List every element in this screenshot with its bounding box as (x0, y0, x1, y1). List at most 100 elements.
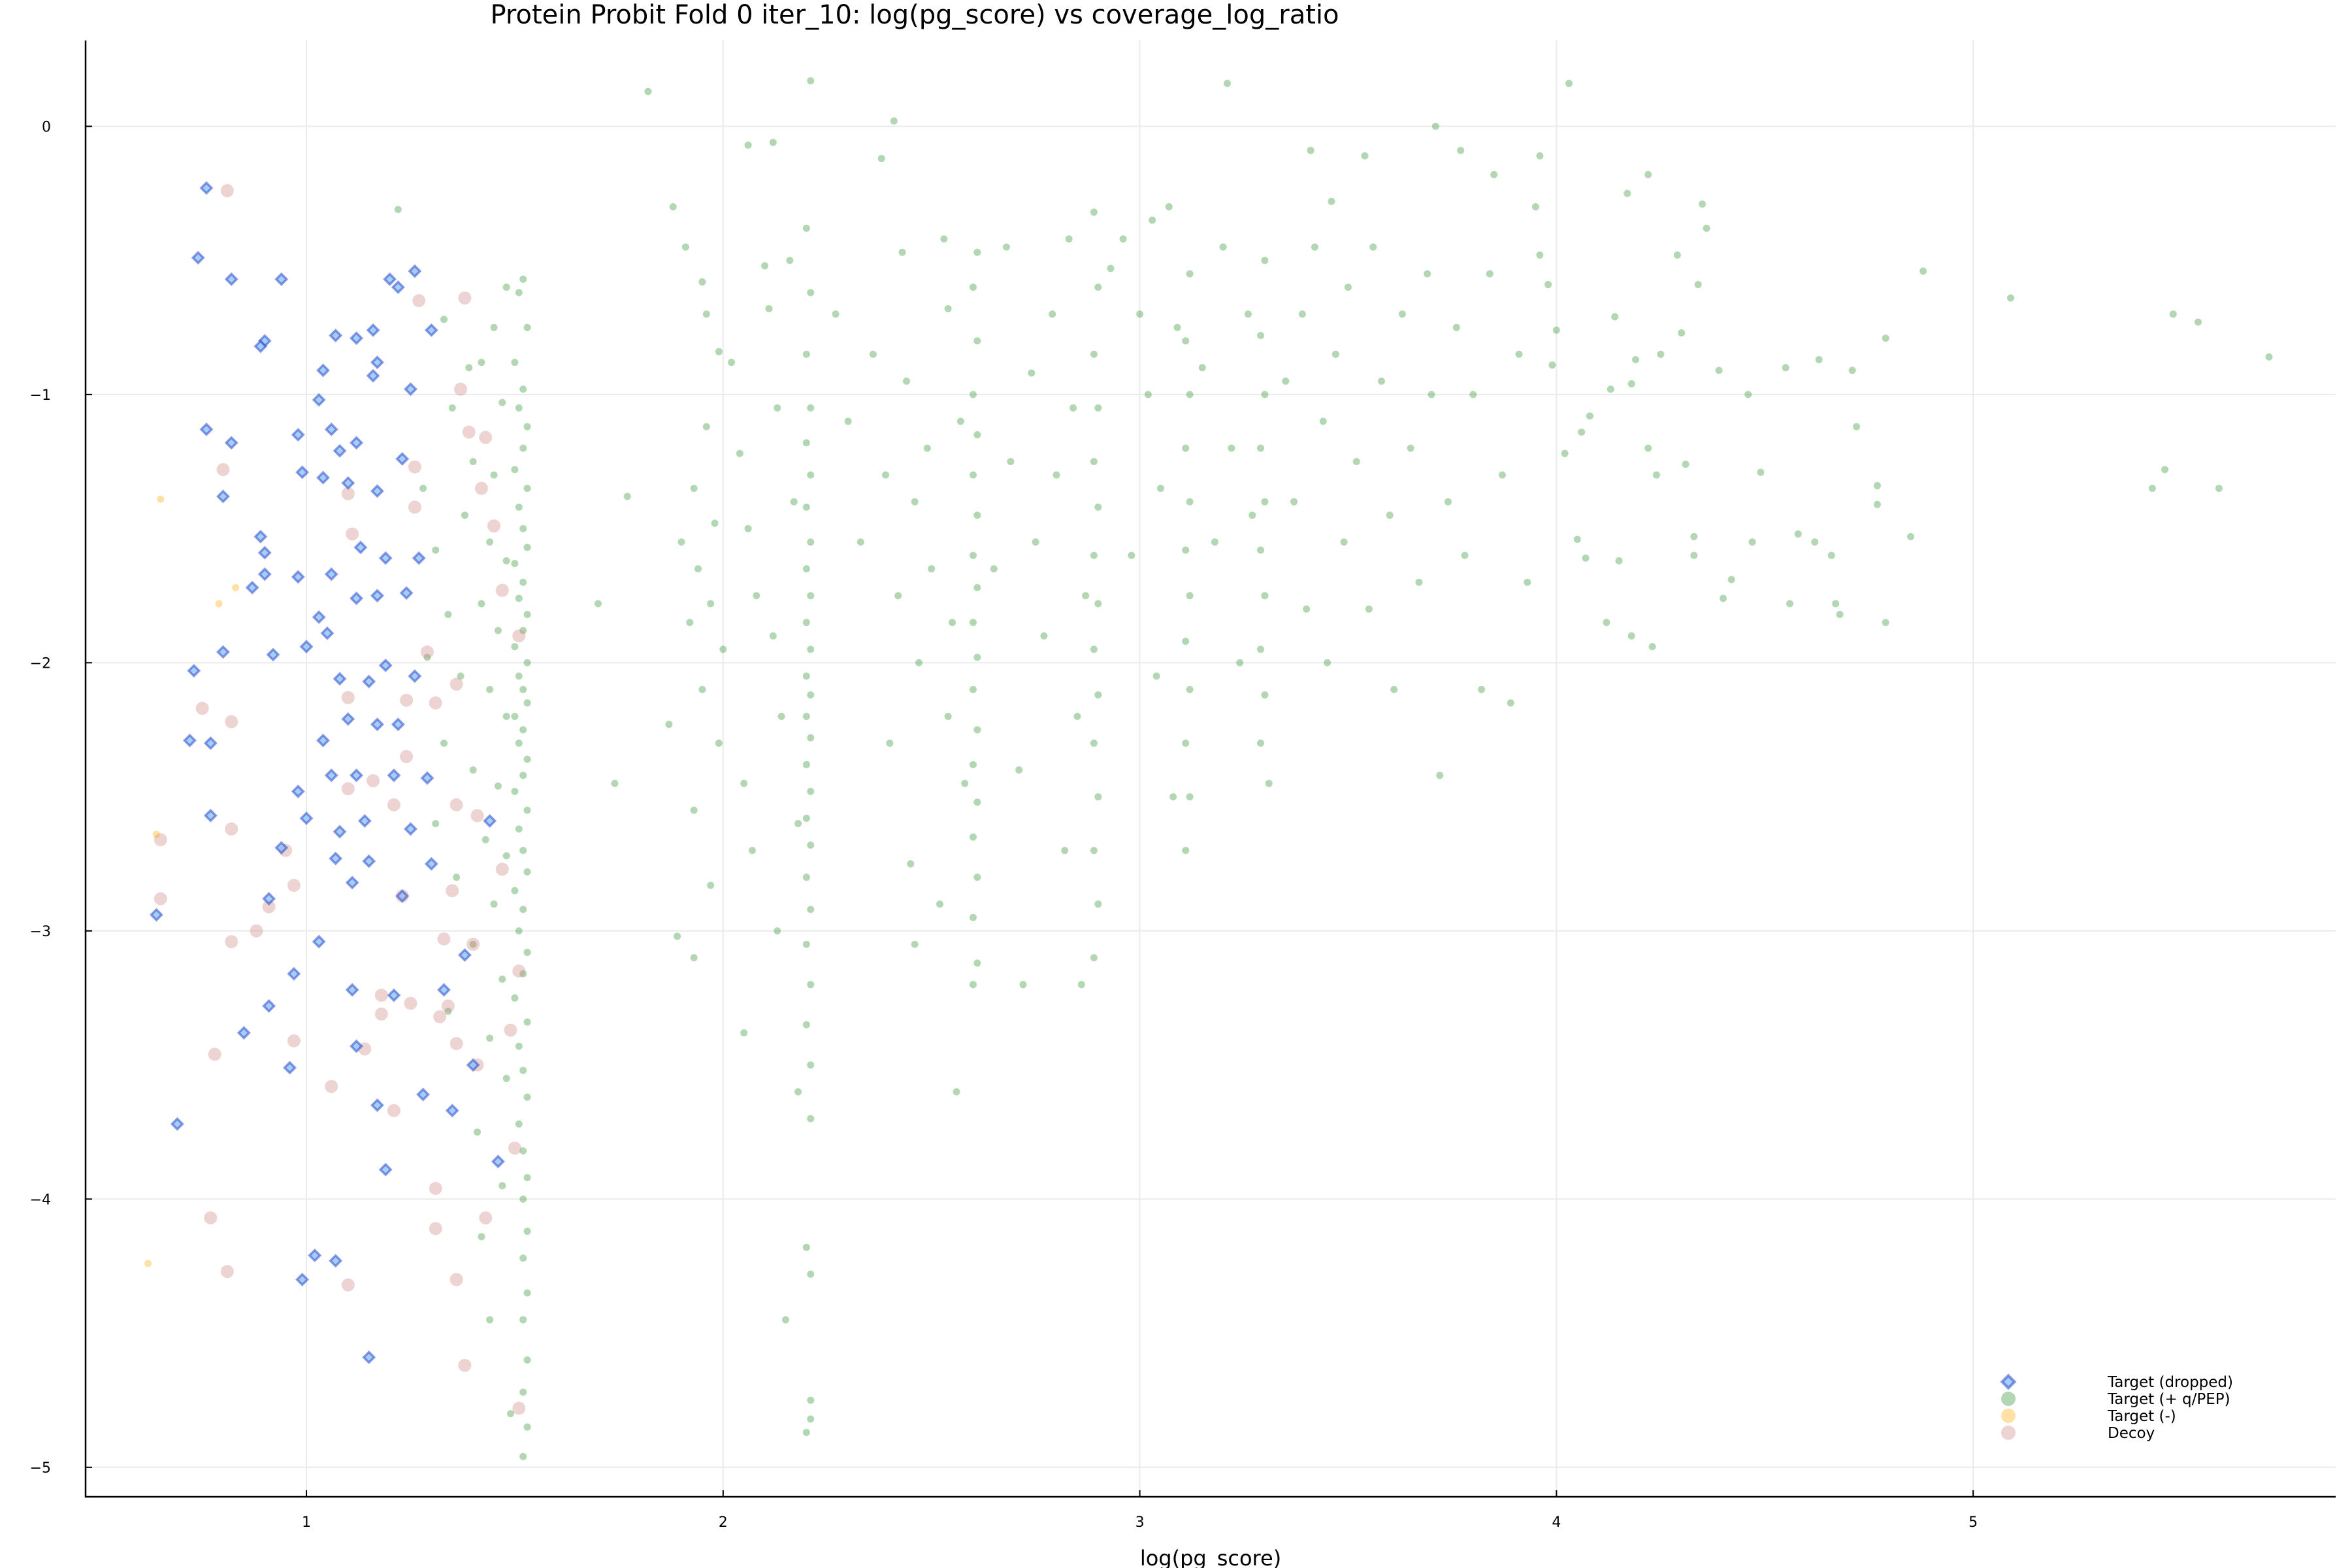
data-point (1061, 847, 1069, 855)
data-point (1531, 203, 1539, 211)
data-point (807, 734, 815, 742)
data-point (802, 672, 810, 680)
legend-label: Target (-) (2107, 1408, 2176, 1425)
data-point (969, 981, 977, 988)
data-point (973, 583, 981, 591)
data-point (494, 782, 502, 790)
data-point (1652, 471, 1660, 479)
data-point (802, 814, 810, 822)
data-point (291, 784, 305, 798)
data-point (515, 404, 523, 412)
data-point (1198, 364, 1206, 372)
data-point (1328, 197, 1335, 205)
data-point (199, 181, 214, 195)
data-point (1090, 208, 1098, 216)
data-point (274, 841, 289, 855)
data-point (367, 774, 380, 787)
data-point (519, 1388, 527, 1396)
data-point (715, 740, 723, 747)
data-point (519, 726, 527, 734)
data-point (519, 1195, 527, 1203)
data-point (623, 493, 631, 500)
data-point (690, 954, 698, 962)
data-point (774, 404, 781, 412)
data-point (1094, 600, 1102, 608)
data-point (1094, 284, 1102, 291)
data-point (1748, 538, 1756, 546)
data-point (707, 600, 715, 608)
data-point (1053, 471, 1060, 479)
data-point (1690, 532, 1698, 540)
data-point (144, 1260, 152, 1267)
data-point (1882, 619, 1889, 627)
data-point (491, 1154, 505, 1169)
y-tick-label: 0 (42, 119, 51, 135)
data-point (802, 760, 810, 768)
data-point (2007, 294, 2015, 302)
data-point (973, 431, 981, 438)
data-point (1461, 551, 1469, 559)
data-point (1070, 404, 1077, 412)
data-point (802, 350, 810, 358)
data-point (1478, 685, 1486, 693)
data-point (1407, 444, 1414, 452)
data-point (391, 717, 405, 732)
data-point (357, 814, 372, 828)
data-point (832, 310, 840, 318)
data-point (886, 740, 894, 747)
data-point (519, 578, 527, 586)
data-point (807, 471, 815, 479)
data-point (511, 359, 519, 367)
data-point (1182, 847, 1190, 855)
data-point (802, 1428, 810, 1436)
data-point (291, 570, 305, 584)
data-point (362, 674, 376, 689)
data-point (611, 779, 619, 787)
data-point (802, 565, 810, 573)
data-point (262, 892, 276, 906)
data-point (1832, 600, 1840, 608)
data-point (1919, 267, 1927, 275)
data-point (807, 1115, 815, 1122)
data-point (345, 875, 359, 890)
data-point (1261, 592, 1269, 600)
data-point (802, 1021, 810, 1029)
data-point (807, 592, 815, 600)
data-point (1290, 498, 1298, 506)
data-point (736, 449, 743, 457)
data-point (466, 1058, 480, 1072)
data-point (594, 600, 602, 608)
data-point (1144, 391, 1152, 399)
data-point (299, 640, 314, 654)
data-point (807, 906, 815, 913)
data-point (400, 693, 414, 707)
data-point (869, 350, 877, 358)
data-point (1882, 335, 1889, 342)
x-tick-label: 4 (1552, 1514, 1561, 1531)
data-point (1906, 532, 1914, 540)
data-point (440, 740, 448, 747)
y-tick-label: −4 (30, 1192, 51, 1208)
data-point (1611, 313, 1619, 321)
data-point (511, 712, 519, 720)
data-point (1182, 444, 1190, 452)
data-point (1794, 530, 1802, 538)
data-point (507, 1410, 515, 1418)
data-point (329, 1254, 343, 1268)
data-point (266, 647, 280, 662)
data-point (877, 155, 885, 163)
chart-title: Protein Probit Fold 0 iter_10: log(pg_sc… (491, 0, 1339, 30)
data-point (1873, 482, 1881, 489)
data-point (453, 874, 461, 881)
data-point (698, 278, 706, 286)
data-point (470, 809, 484, 823)
data-point (944, 304, 952, 312)
data-point (969, 833, 977, 841)
data-point (1757, 468, 1765, 476)
data-point (728, 359, 736, 367)
data-point (394, 206, 402, 214)
data-point (350, 768, 364, 783)
data-point (412, 294, 426, 308)
data-point (1703, 224, 1710, 232)
